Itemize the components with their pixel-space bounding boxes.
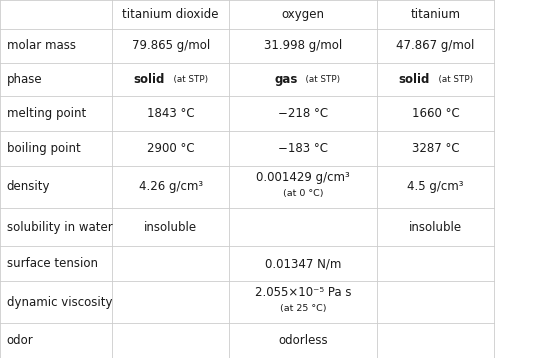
- Text: insoluble: insoluble: [409, 221, 462, 234]
- Text: boiling point: boiling point: [7, 142, 80, 155]
- Text: solid: solid: [399, 73, 430, 86]
- Text: density: density: [7, 180, 50, 193]
- Text: −183 °C: −183 °C: [278, 142, 328, 155]
- Text: titanium dioxide: titanium dioxide: [122, 8, 219, 21]
- Text: 0.01347 N/m: 0.01347 N/m: [265, 257, 341, 270]
- Text: 47.867 g/mol: 47.867 g/mol: [396, 39, 474, 52]
- Text: insoluble: insoluble: [144, 221, 197, 234]
- Text: molar mass: molar mass: [7, 39, 75, 52]
- Text: solubility in water: solubility in water: [7, 221, 112, 234]
- Text: gas: gas: [274, 73, 298, 86]
- Text: 1843 °C: 1843 °C: [147, 107, 194, 120]
- Text: 2900 °C: 2900 °C: [147, 142, 194, 155]
- Text: (at 25 °C): (at 25 °C): [280, 304, 327, 313]
- Text: oxygen: oxygen: [282, 8, 324, 21]
- Text: 4.5 g/cm³: 4.5 g/cm³: [407, 180, 464, 193]
- Text: surface tension: surface tension: [7, 257, 98, 270]
- Text: solid: solid: [134, 73, 165, 86]
- Text: −218 °C: −218 °C: [278, 107, 328, 120]
- Text: 1660 °C: 1660 °C: [412, 107, 459, 120]
- Text: titanium: titanium: [411, 8, 460, 21]
- Text: (at STP): (at STP): [168, 75, 208, 84]
- Text: odorless: odorless: [278, 334, 328, 347]
- Text: 2.055×10⁻⁵ Pa s: 2.055×10⁻⁵ Pa s: [255, 286, 351, 299]
- Text: (at 0 °C): (at 0 °C): [283, 189, 323, 198]
- Text: 31.998 g/mol: 31.998 g/mol: [264, 39, 342, 52]
- Text: melting point: melting point: [7, 107, 86, 120]
- Text: (at STP): (at STP): [432, 75, 473, 84]
- Text: phase: phase: [7, 73, 42, 86]
- Text: 79.865 g/mol: 79.865 g/mol: [132, 39, 210, 52]
- Text: (at STP): (at STP): [300, 75, 340, 84]
- Text: dynamic viscosity: dynamic viscosity: [7, 296, 112, 309]
- Text: 0.001429 g/cm³: 0.001429 g/cm³: [256, 171, 350, 184]
- Text: 3287 °C: 3287 °C: [412, 142, 459, 155]
- Text: 4.26 g/cm³: 4.26 g/cm³: [139, 180, 203, 193]
- Text: odor: odor: [7, 334, 33, 347]
